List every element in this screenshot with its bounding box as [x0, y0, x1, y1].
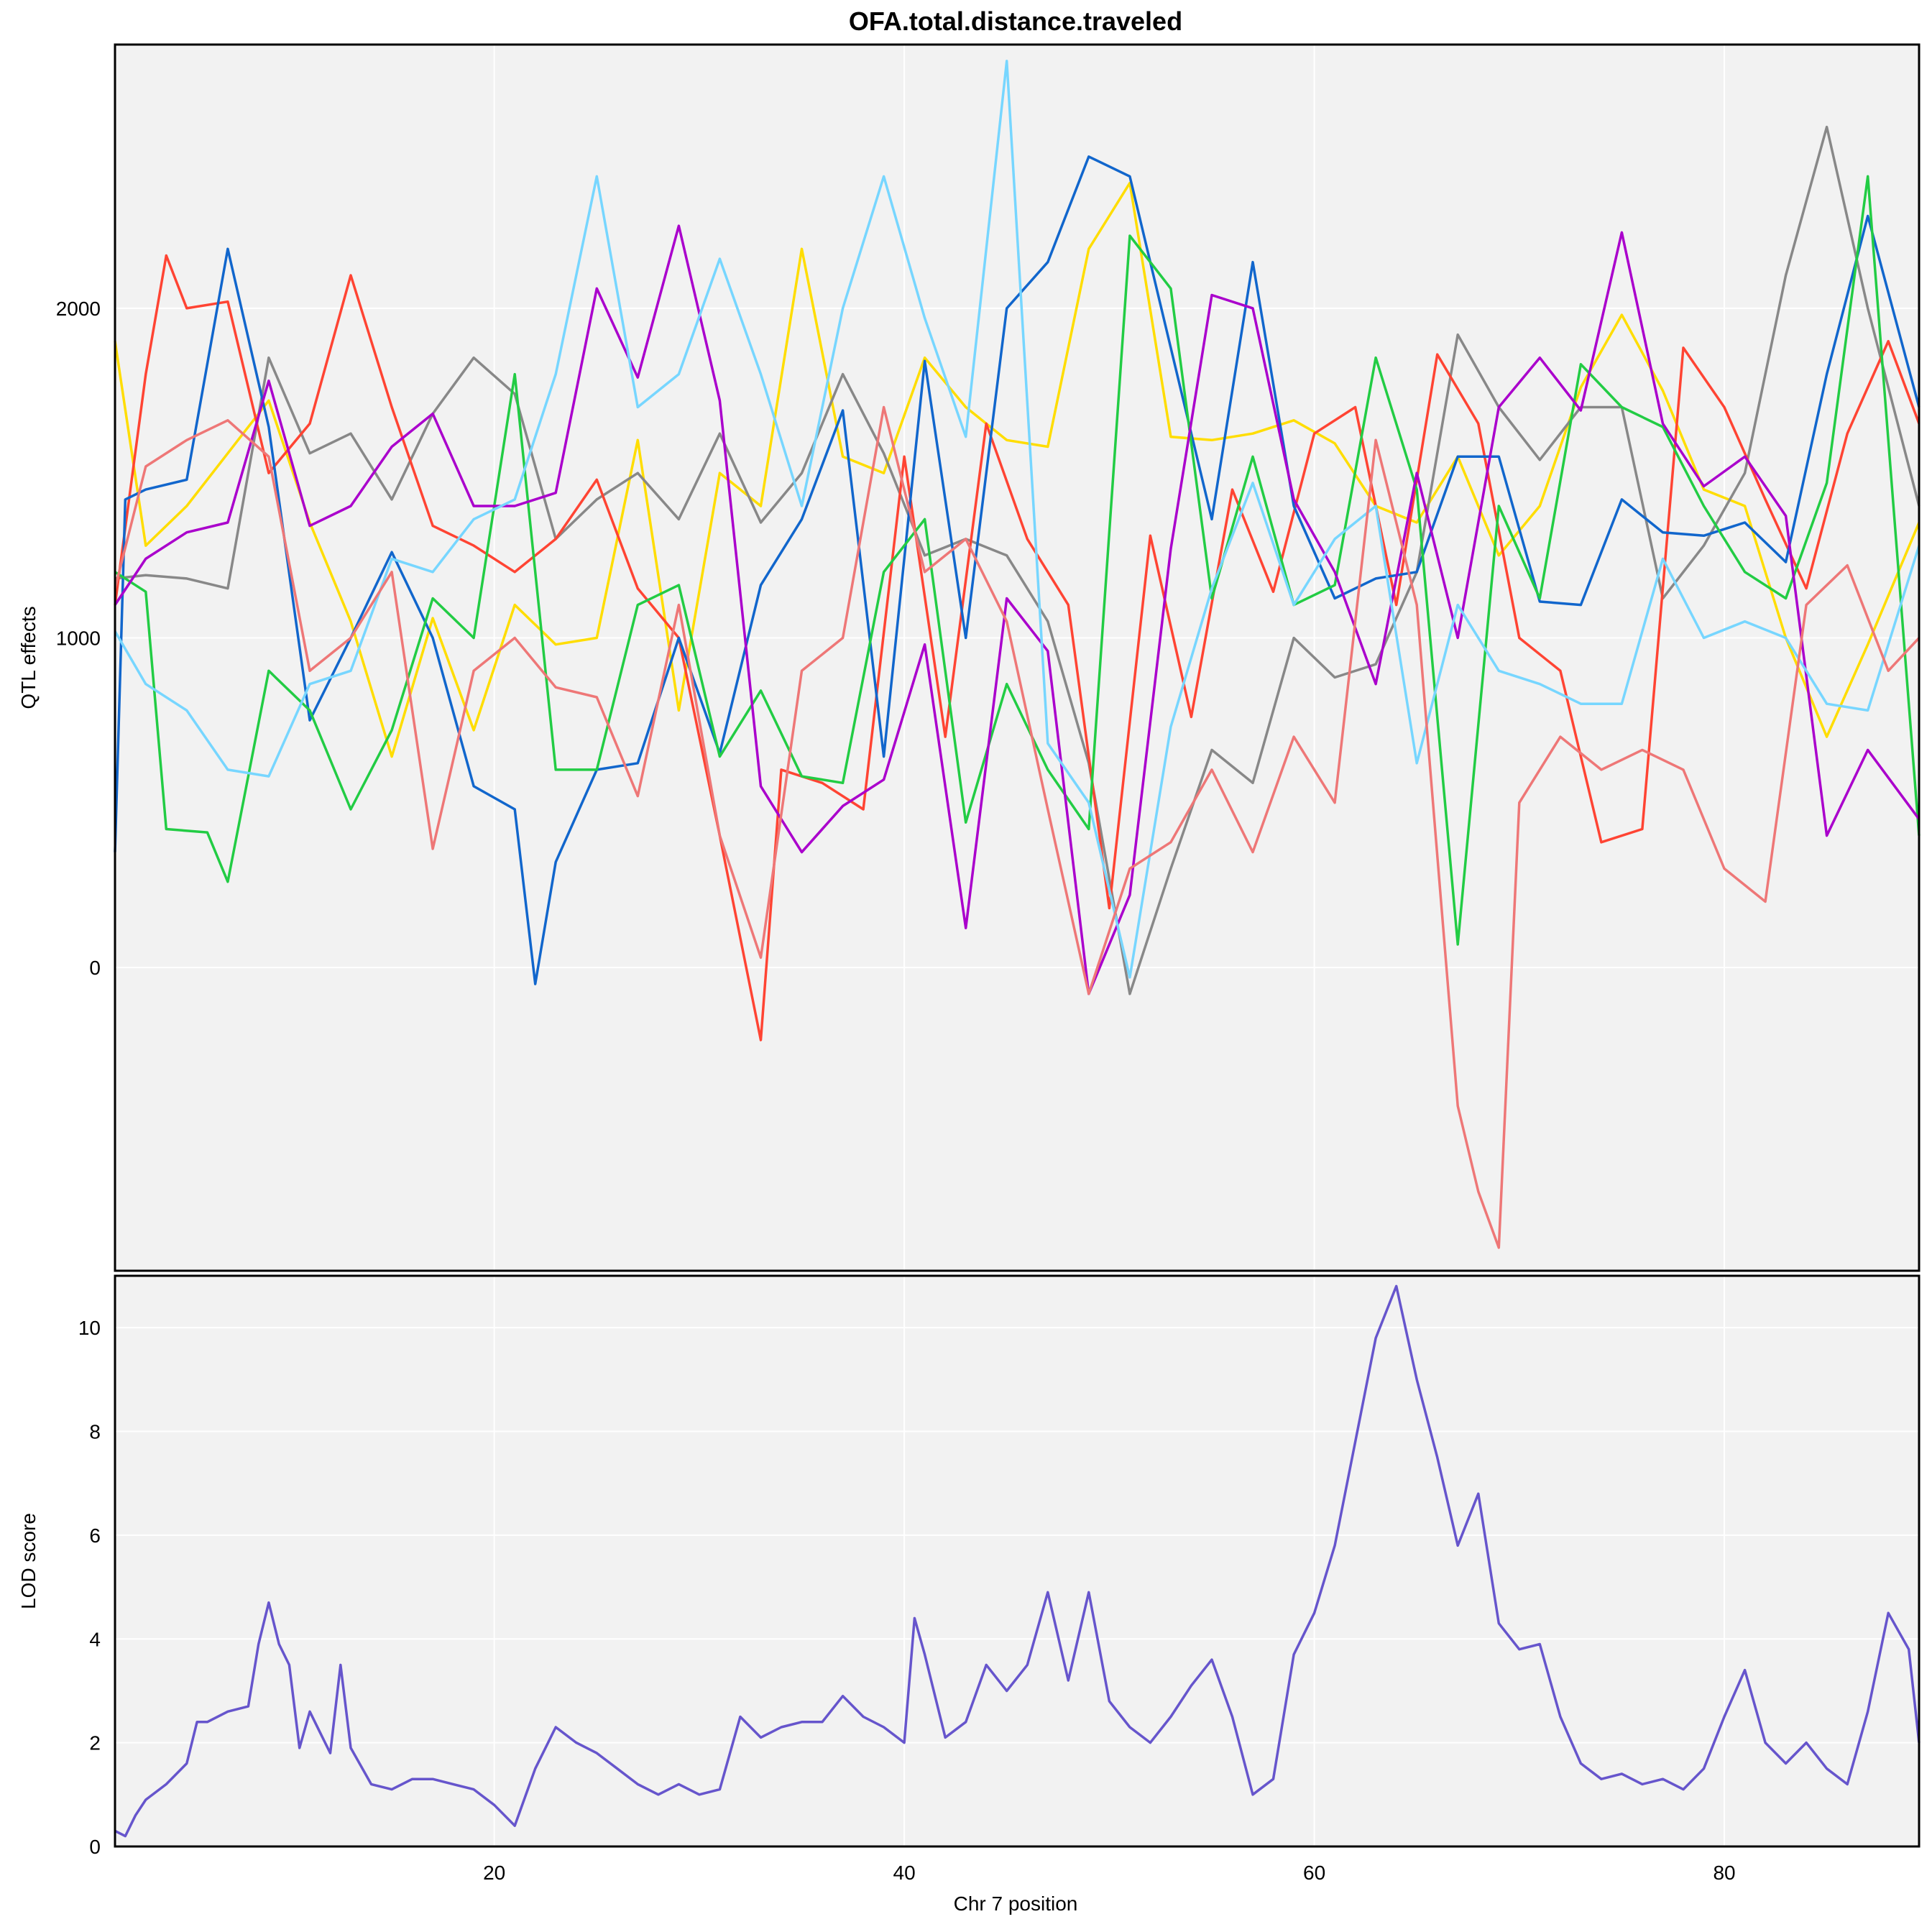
lod-y-tick-label: 2: [89, 1732, 101, 1754]
effects-y-ticks: 0 1000 2000: [56, 298, 101, 979]
lod-y-tick-label: 10: [78, 1317, 101, 1339]
lod-y-axis-label: LOD score: [17, 1513, 40, 1609]
effects-series-line-1: [114, 181, 1920, 758]
x-tick-label: 60: [1303, 1862, 1325, 1884]
lod-y-tick-label: 8: [89, 1421, 101, 1443]
lod-plot-frame: [114, 1274, 1920, 1848]
effects-series-line-6: [114, 224, 1920, 995]
x-axis-label: Chr 7 position: [954, 1892, 1078, 1915]
lod-y-ticks: 0 2 4 6 8 10: [78, 1317, 101, 1858]
effects-series: [114, 60, 1920, 1249]
lod-series: [114, 1284, 1920, 1838]
lod-plot-background: [115, 1276, 1919, 1846]
x-tick-label: 80: [1713, 1862, 1735, 1884]
lod-panel: 0 2 4 6 8 10 20 40 60 80 LOD score Chr 7 positio…: [17, 1274, 1920, 1915]
effects-series-line-3: [114, 254, 1920, 1041]
effects-y-tick-label: 2000: [56, 298, 101, 320]
effects-series-line-2: [114, 125, 1920, 995]
effects-series-line-4: [114, 155, 1920, 985]
effects-y-axis-label: QTL effects: [17, 606, 40, 709]
lod-y-tick-label: 4: [89, 1628, 101, 1650]
lod-series-line: [114, 1284, 1920, 1838]
effects-panel: 0 1000 2000 QTL effects: [17, 43, 1920, 1272]
x-ticks: 20 40 60 80: [483, 1862, 1736, 1884]
chart-title: OFA.total.distance.traveled: [849, 6, 1182, 36]
effects-y-tick-label: 1000: [56, 627, 101, 649]
effects-series-line-7: [114, 60, 1920, 979]
x-tick-label: 20: [483, 1862, 505, 1884]
lod-y-tick-label: 0: [89, 1836, 101, 1858]
effects-series-line-8: [114, 405, 1920, 1249]
effects-plot-frame: [114, 43, 1920, 1272]
x-tick-label: 40: [893, 1862, 916, 1884]
lod-y-tick-label: 6: [89, 1524, 101, 1547]
effects-y-tick-label: 0: [89, 957, 101, 979]
